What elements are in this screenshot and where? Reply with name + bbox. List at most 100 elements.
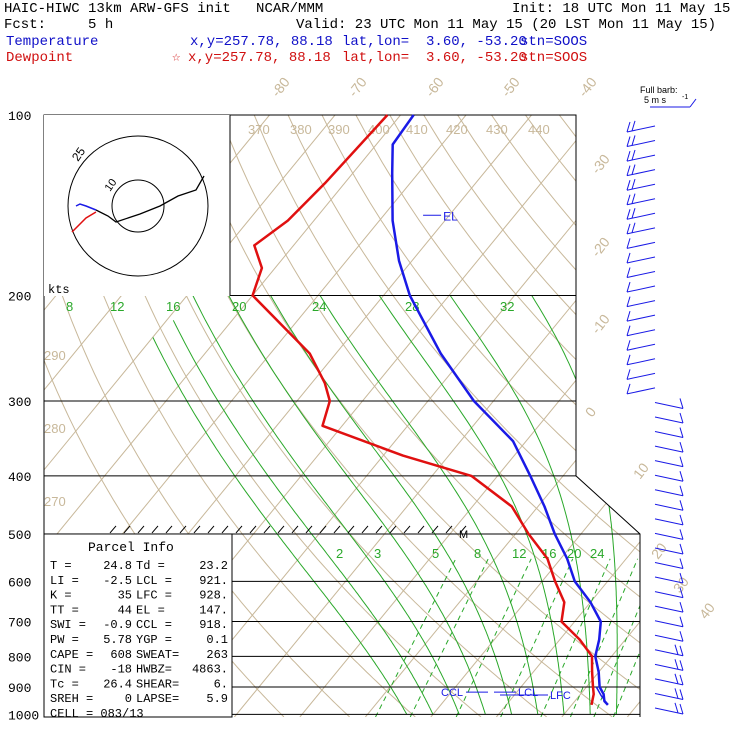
wind-barb-flag (679, 500, 684, 511)
mixing-ratio-line (375, 558, 457, 717)
wind-barb-flag (631, 193, 636, 204)
wind-barb-flag (679, 529, 684, 540)
dry-adiabat-line (253, 115, 640, 717)
wind-barb-shaft (654, 431, 684, 439)
isotherm-line (495, 115, 640, 717)
legend-temperature-latlon: lat,lon= 3.60, -53.20 (342, 34, 527, 50)
wind-barb-shaft (654, 518, 684, 526)
barb-note-sample (689, 98, 697, 108)
wind-barb-flag (626, 369, 631, 380)
wind-barb-shaft (626, 154, 656, 162)
lfc-label: LFC (550, 690, 571, 702)
wind-barb-flag (679, 412, 684, 424)
pressure-tick-label: 600 (8, 575, 31, 590)
freezing-level-tick (235, 525, 243, 534)
freezing-level-tick (151, 525, 159, 534)
mixing-ratio-line (540, 558, 611, 717)
wind-barb-flag (679, 602, 684, 613)
barb-note-exponent: -1 (682, 94, 688, 101)
theta-label: 440 (528, 122, 550, 137)
freezing-level-tick (165, 525, 173, 534)
parcel-info-value: 24.8 (103, 559, 132, 573)
wind-barb-shaft (654, 460, 684, 468)
wind-barb-flag (674, 659, 679, 670)
wind-barb-flag (631, 178, 636, 190)
freezing-level-tick (319, 525, 327, 534)
moist-adiabat-line (172, 320, 434, 715)
dry-adiabat-line (491, 115, 640, 717)
parcel-info-key: Td = (136, 559, 165, 573)
header-forecast-hour: Fcst: 5 h (4, 17, 114, 33)
pressure-tick-label: 500 (8, 528, 31, 543)
pressure-tick-label: 300 (8, 395, 31, 410)
wind-barb-flag (626, 354, 631, 365)
freezing-level-tick (431, 525, 439, 534)
dry-adiabat-line (661, 115, 740, 717)
parcel-info-value: 44 (118, 603, 132, 617)
dry-adiabat-line (626, 115, 640, 717)
wind-barb-shaft (626, 343, 656, 351)
parcel-info-key: Tc = (50, 677, 79, 691)
wind-barb-flag (626, 150, 631, 162)
pressure-tick-label: 900 (8, 681, 31, 696)
wind-barb-shaft (626, 387, 656, 395)
freezing-level-tick (123, 525, 131, 534)
wind-barb-flag (679, 558, 684, 569)
legend-dewpoint-latlon: lat,lon= 3.60, -53.20 (342, 50, 527, 66)
freezing-level-tick (179, 525, 187, 534)
moist-adiabat-line (270, 295, 513, 715)
wind-barb-flag (679, 543, 684, 555)
wind-barb-flag (674, 702, 679, 714)
wind-barb-flag (679, 471, 684, 482)
theta-label: 430 (486, 122, 508, 137)
mixing-ratio-label: 16 (166, 299, 180, 314)
wind-barb-flag (679, 514, 684, 525)
wind-barb-flag (679, 616, 684, 627)
theta-label: 270 (44, 494, 66, 509)
isotherm-label: 40 (696, 600, 718, 622)
parcel-info-value: 921. (199, 574, 228, 588)
parcel-info-key: HWBZ= (136, 663, 172, 677)
wind-barb-shaft (654, 634, 684, 642)
parcel-info-value: -2.5 (103, 574, 132, 588)
theta-label: 420 (446, 122, 468, 137)
wind-barb-shaft (626, 140, 656, 148)
parcel-info-key: SWI = (50, 618, 86, 632)
parcel-info-box: Parcel Info T = 24.8 Td = 23.2 LI = -2.5 LCL = 9… (43, 525, 467, 721)
dry-adiabat-line (50, 115, 416, 717)
parcel-info-key: SWEAT= (136, 648, 179, 662)
freezing-level-tick (207, 525, 215, 534)
mixing-ratio-label: 12 (110, 299, 124, 314)
wind-barb-shaft (654, 620, 684, 628)
moist-adiabat-lines (152, 295, 640, 715)
wind-barb-flag (626, 165, 631, 176)
wind-barb-flag (679, 645, 684, 656)
parcel-info-cell: CELL = 083/13 (50, 707, 144, 721)
wind-barb-shaft (654, 562, 684, 569)
freezing-level-tick (361, 525, 369, 534)
parcel-trace (595, 686, 609, 706)
mixing-ratio-label: 8 (66, 299, 73, 314)
hodograph-unit-label: kts (48, 283, 70, 297)
isotherm-label: -10 (588, 311, 613, 337)
wind-barb-flag (626, 209, 631, 220)
wind-barb-flag (626, 383, 631, 395)
wind-barb-shaft (654, 547, 684, 555)
wind-barb-shaft (654, 576, 684, 584)
wind-barb-flag (674, 644, 679, 655)
theta-label: 410 (406, 122, 428, 137)
theta-label: 370 (248, 122, 270, 137)
mixing-ratio-line (409, 558, 489, 717)
sounding-traces (251, 114, 609, 706)
parcel-info-key: SHEAR= (136, 677, 179, 691)
isotherm-label: -60 (422, 74, 447, 100)
wind-barb-shaft (654, 663, 684, 671)
theta-label: 290 (44, 348, 66, 363)
el-label: EL (443, 209, 458, 223)
hodograph-trace-low (75, 203, 97, 211)
wind-barb-shaft (626, 125, 656, 133)
ccl-label: CCL (441, 687, 463, 699)
wind-barb-flag (626, 136, 631, 147)
parcel-info-key: SREH = (50, 692, 93, 706)
